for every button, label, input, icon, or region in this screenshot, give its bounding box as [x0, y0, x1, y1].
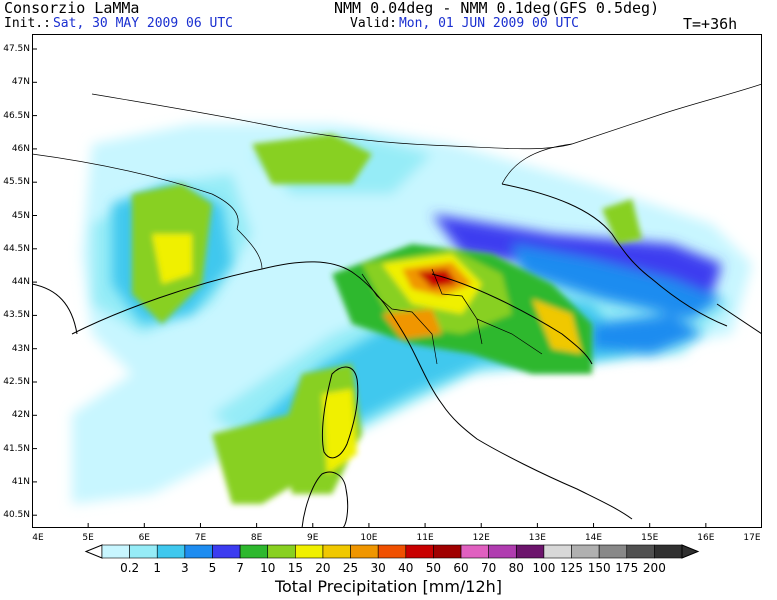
legend-label: 15 — [287, 561, 303, 575]
map-ticks — [32, 48, 762, 528]
legend-swatch — [654, 544, 683, 559]
legend-arrow-left — [84, 544, 103, 559]
map-frame — [32, 34, 762, 528]
org-title: Consorzio LaMMa — [4, 0, 140, 17]
lat-label: 41N — [11, 476, 30, 487]
lat-label: 45N — [11, 210, 30, 221]
legend-label: 150 — [587, 561, 611, 575]
legend-swatch — [405, 544, 434, 559]
init-time: Init.: Sat, 30 MAY 2009 06 UTC — [4, 17, 233, 31]
legend-swatch — [377, 544, 407, 559]
legend-label: 175 — [615, 561, 639, 575]
legend-label: 7 — [236, 561, 244, 575]
legend-arrow-right — [681, 544, 700, 559]
lon-label: 16E — [697, 533, 715, 543]
legend-swatch — [488, 544, 517, 559]
lon-label: 4E — [32, 533, 44, 543]
lat-label: 40.5N — [3, 510, 30, 521]
legend-swatch — [433, 544, 462, 559]
coastlines — [32, 183, 762, 528]
lat-label: 46.5N — [3, 110, 30, 121]
legend-swatch — [350, 544, 379, 559]
legend-swatch — [626, 544, 655, 559]
legend-label: 50 — [425, 561, 442, 575]
legend-label: 100 — [532, 561, 556, 575]
legend-label: 125 — [560, 561, 583, 575]
lat-label: 41.5N — [3, 443, 30, 454]
legend-label: 40 — [398, 561, 414, 575]
lon-label: 11E — [416, 533, 434, 543]
lon-label: 5E — [82, 533, 94, 543]
legend-swatch — [267, 544, 296, 559]
valid-value: Mon, 01 JUN 2009 00 UTC — [398, 16, 579, 31]
lon-label: 9E — [307, 533, 319, 543]
init-label: Init.: — [4, 16, 51, 31]
precipitation-map — [32, 34, 762, 528]
lat-label: 42.5N — [3, 377, 30, 387]
legend-swatch — [322, 544, 351, 559]
legend-label: 30 — [370, 561, 386, 575]
lon-label: 15E — [641, 533, 659, 543]
legend-label: 3 — [181, 561, 189, 575]
lat-label: 47.5N — [3, 44, 30, 54]
legend-label: 70 — [481, 561, 497, 575]
legend-swatch — [598, 544, 628, 559]
legend-label: 0.2 — [120, 561, 140, 575]
legend-swatch — [129, 544, 158, 559]
init-value: Sat, 30 MAY 2009 06 UTC — [52, 16, 233, 31]
legend-swatch — [571, 544, 600, 559]
valid-time: Valid: Mon, 01 JUN 2009 00 UTC — [350, 17, 579, 31]
legend-label: 80 — [508, 561, 524, 575]
lat-label: 46N — [11, 143, 30, 154]
valid-label: Valid: — [350, 16, 397, 31]
legend-swatch — [460, 544, 489, 559]
legend-swatch — [295, 544, 324, 559]
legend-label: 200 — [642, 561, 666, 575]
lead-time: T=+36h — [683, 15, 738, 33]
legend-label: 10 — [260, 561, 276, 575]
lon-label: 17E — [743, 533, 761, 543]
legend-label: 5 — [208, 561, 217, 575]
lon-label: 8E — [250, 533, 263, 543]
lat-label: 44N — [11, 277, 30, 288]
legend-label: 20 — [315, 561, 331, 575]
legend-swatch — [101, 544, 130, 559]
lon-label: 10E — [360, 533, 378, 543]
legend-label: 1 — [153, 561, 162, 575]
legend-swatch — [515, 544, 545, 559]
lon-label: 12E — [472, 533, 490, 543]
lat-label: 45.5N — [3, 177, 30, 188]
lon-label: 6E — [138, 533, 151, 543]
lon-label: 7E — [194, 533, 207, 543]
lat-label: 44.5N — [3, 243, 30, 254]
precipitation-legend — [84, 544, 700, 559]
lon-label: 13E — [528, 533, 546, 543]
legend-label: 25 — [342, 561, 359, 575]
lat-label: 43N — [11, 343, 30, 354]
model-title: NMM 0.04deg - NMM 0.1deg(GFS 0.5deg) — [334, 0, 660, 17]
borders — [32, 83, 762, 365]
legend-swatch — [212, 544, 241, 559]
legend-swatch — [156, 544, 186, 559]
legend-swatch — [184, 544, 213, 559]
legend-swatch — [543, 544, 572, 559]
legend-caption: Total Precipitation [mm/12h] — [274, 577, 503, 596]
legend-swatch — [239, 544, 269, 559]
lat-label: 47N — [11, 77, 30, 88]
lon-label: 14E — [584, 533, 603, 543]
legend-label: 60 — [453, 561, 469, 575]
lat-label: 43.5N — [3, 310, 30, 321]
lat-label: 42N — [11, 410, 30, 421]
precip-heavy-layer — [132, 134, 642, 504]
